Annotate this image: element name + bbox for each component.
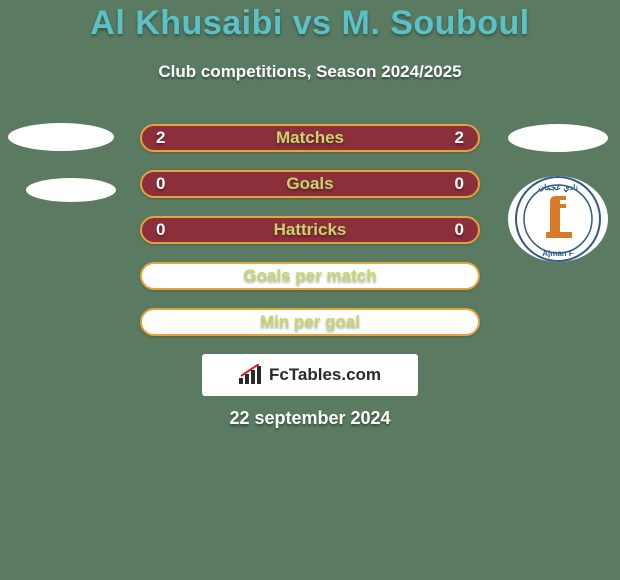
left-team-photo-placeholder-2 [26,178,116,202]
stat-bar-min-per-goal: Min per goal [140,308,480,336]
left-team-photo-placeholder-1 [8,123,114,151]
bars-icon [239,364,265,386]
stat-right-value: 0 [455,174,464,194]
right-team-photo-placeholder [508,124,608,152]
comparison-card: Al Khusaibi vs M. Souboul Club competiti… [0,0,620,580]
stat-label: Goals [142,174,478,194]
stat-label: Min per goal [142,312,478,332]
crest-icon: نادي عجمان Ajman F [508,176,608,262]
card-subtitle: Club competitions, Season 2024/2025 [0,62,620,82]
stat-label: Hattricks [142,220,478,240]
stat-bar-goals-per-match: Goals per match [140,262,480,290]
stat-label: Matches [142,128,478,148]
watermark-text: FcTables.com [269,365,381,385]
right-team-crest: نادي عجمان Ajman F [508,176,608,262]
stat-right-value: 2 [455,128,464,148]
stat-bar-goals: 0 Goals 0 [140,170,480,198]
watermark: FcTables.com [202,354,418,396]
card-date: 22 september 2024 [0,408,620,429]
stat-bar-hattricks: 0 Hattricks 0 [140,216,480,244]
stat-bars: 2 Matches 2 0 Goals 0 0 Hattricks 0 Goal… [140,124,480,354]
stat-right-value: 0 [455,220,464,240]
crest-text-ar: نادي عجمان [538,183,578,193]
crest-text-en: Ajman F [542,249,574,258]
card-title: Al Khusaibi vs M. Souboul [0,4,620,43]
stat-label: Goals per match [142,266,478,286]
stat-bar-matches: 2 Matches 2 [140,124,480,152]
